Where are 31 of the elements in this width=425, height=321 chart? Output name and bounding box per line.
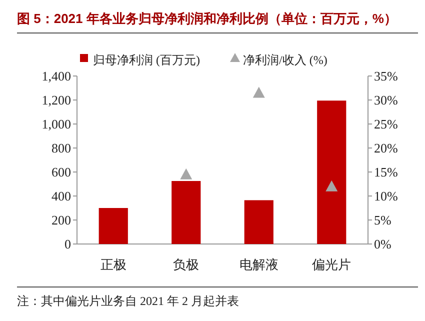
x-tick-label: 偏光片 — [312, 257, 352, 272]
legend-label: 归母净利润 (百万元) — [93, 53, 200, 67]
y2-tick-label: 10% — [374, 188, 398, 204]
y-tick-label: 200 — [52, 212, 71, 228]
y2-tick-label: 25% — [374, 116, 398, 132]
y2-tick-label: 15% — [374, 164, 398, 180]
y-tick-label: 0 — [64, 236, 71, 252]
bar — [317, 100, 346, 244]
y2-tick-label: 35% — [374, 68, 398, 84]
bar — [244, 200, 274, 244]
y-tick-label: 800 — [52, 140, 71, 156]
y-tick-label: 1,200 — [42, 92, 71, 108]
y-tick-label: 600 — [52, 164, 71, 180]
y2-tick-label: 30% — [374, 92, 398, 108]
legend-label: 净利润/收入 (%) — [243, 53, 328, 67]
x-tick-label: 负极 — [173, 257, 200, 272]
text: 注：其中偏光片业务自 2021 年 2 月起并表 — [17, 294, 239, 308]
y-tick-label: 400 — [52, 188, 71, 204]
x-tick-label: 电解液 — [239, 257, 278, 272]
point — [180, 168, 192, 180]
y2-tick-label: 5% — [374, 212, 392, 228]
point — [252, 86, 265, 98]
y-tick-label: 1,000 — [42, 116, 71, 132]
y-tick-label: 1,400 — [42, 68, 71, 84]
x-tick-label: 正极 — [100, 257, 126, 272]
bar — [172, 181, 201, 244]
bar — [98, 208, 128, 244]
y2-tick-label: 20% — [374, 140, 398, 156]
y2-tick-label: 0% — [374, 236, 392, 252]
point — [326, 180, 338, 192]
chart-title: 图 5：2021 年各业务归母净利润和净利比例（单位：百万元，%） — [17, 11, 397, 26]
